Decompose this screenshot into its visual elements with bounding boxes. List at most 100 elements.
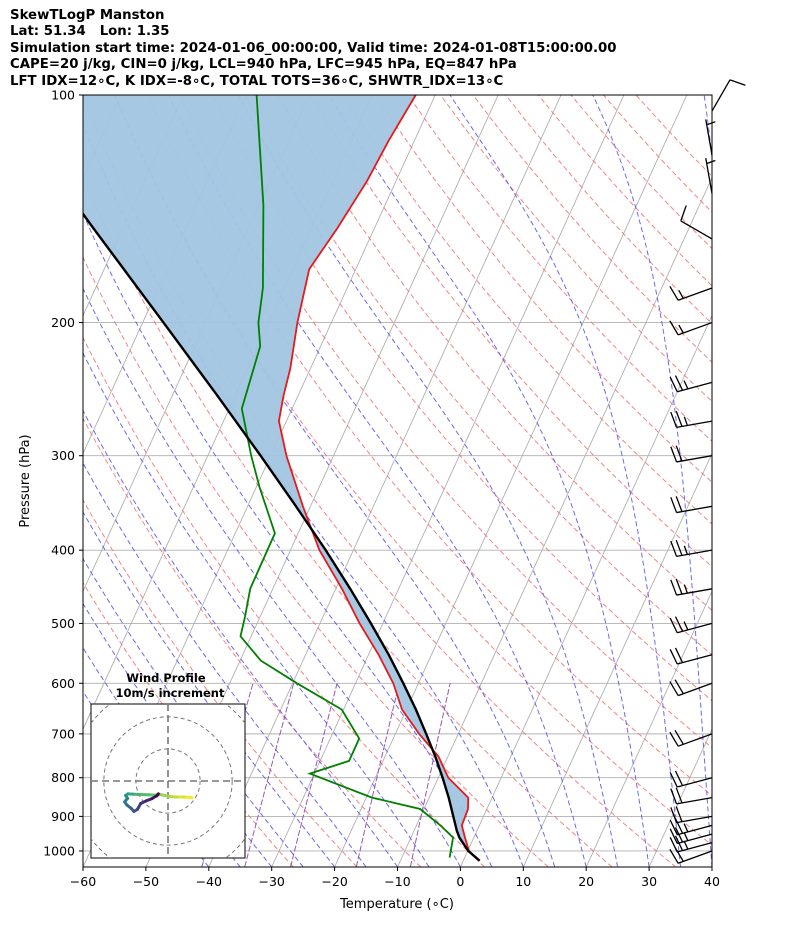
y-tick-label: 500	[51, 616, 75, 631]
mixing-ratio-line	[409, 683, 451, 867]
profile-lines	[83, 95, 481, 862]
y-tick-label: 300	[51, 448, 75, 463]
isotherm-line	[522, 452, 712, 867]
moist-adiabat-line	[114, 95, 556, 867]
y-tick-label: 800	[51, 770, 75, 785]
wind-barb	[669, 647, 713, 665]
wind-barb	[669, 729, 713, 747]
chart-title: SkewTLogP Manston	[10, 8, 165, 23]
x-tick-label: 0	[456, 874, 464, 889]
wind-barb	[670, 806, 713, 824]
wind-barb	[669, 375, 713, 393]
wind-barb	[670, 787, 713, 805]
mixing-ratio-line	[244, 683, 295, 867]
x-tick-label: 10	[515, 874, 531, 889]
x-tick-label: −40	[196, 874, 222, 889]
moist-adiabat-line	[328, 95, 650, 867]
y-tick-label: 400	[51, 543, 75, 558]
hodograph-subtitle: 10m/s increment	[116, 686, 225, 700]
dry-adiabat-line	[83, 498, 358, 867]
x-tick-label: −50	[133, 874, 159, 889]
dry-adiabat-line	[505, 95, 712, 325]
y-tick-label: 100	[51, 88, 75, 103]
isotherm-line	[648, 728, 712, 867]
dry-adiabat-line	[114, 95, 712, 846]
moist-adiabat-line	[237, 95, 619, 867]
temperature-line	[277, 95, 481, 862]
cape-line: CAPE=20 j/kg, CIN=0 j/kg, LCL=940 hPa, L…	[10, 57, 517, 73]
dry-adiabat-line	[83, 95, 677, 867]
wind-barb	[669, 616, 713, 634]
dry-adiabat-line	[309, 95, 712, 568]
dry-adiabat-line	[83, 256, 549, 867]
dry-adiabat-line	[83, 336, 485, 867]
y-tick-label: 900	[51, 809, 75, 824]
wind-barb	[669, 835, 713, 853]
cape-shading	[83, 95, 480, 861]
wind-barb	[670, 496, 713, 514]
hodograph-title: Wind Profile	[126, 671, 206, 685]
dry-adiabat-line	[342, 95, 712, 525]
dry-adiabat-line	[374, 95, 712, 483]
dry-adiabat-line	[244, 95, 712, 656]
isotherm-line	[397, 176, 712, 867]
chart-header: SkewTLogP Manston Lat: 51.34 Lon: 1.35 S…	[10, 8, 617, 90]
mixing-ratio-line	[290, 683, 338, 867]
hodograph-segment	[155, 792, 160, 798]
y-tick-label: 1000	[43, 843, 75, 858]
y-axis-label: Pressure (hPa)	[18, 434, 33, 527]
moist-adiabat-line	[83, 352, 430, 867]
wind-barb	[670, 578, 713, 596]
dry-adiabat-line	[603, 95, 712, 213]
wind-barb	[670, 445, 713, 463]
dewpoint-line	[239, 95, 455, 858]
moist-adiabat-line	[83, 557, 304, 867]
dry-adiabat-line	[635, 95, 712, 177]
wind-barb	[670, 539, 713, 558]
isotherm-line	[585, 590, 712, 867]
parcel-line	[83, 211, 481, 862]
isotherm-line	[459, 314, 712, 867]
wind-barb	[669, 320, 713, 336]
x-tick-label: 40	[704, 874, 720, 889]
y-axis-ticks: 100 200 300 400 500 600 700 800 900 1000	[43, 88, 83, 858]
wind-barb	[669, 827, 713, 845]
dry-adiabat-line	[83, 417, 422, 867]
dry-adiabat-line	[537, 95, 712, 287]
dry-adiabat-line	[212, 95, 712, 702]
x-axis-ticks: −60 −50 −40 −30 −20 −10 0 10 20 30 40	[70, 867, 720, 889]
wind-barb	[669, 285, 713, 301]
hodograph: Wind Profile 10m/s increment	[90, 671, 246, 859]
wind-barb	[670, 410, 713, 428]
x-tick-label: −30	[259, 874, 285, 889]
wind-barb	[669, 818, 713, 836]
wind-barb	[705, 119, 716, 155]
wind-barb	[705, 157, 716, 194]
y-tick-label: 200	[51, 315, 75, 330]
moist-adiabat-line	[83, 462, 367, 867]
time-line: Simulation start time: 2024-01-06_00:00:…	[10, 40, 617, 56]
moist-adiabat-line	[83, 511, 335, 867]
wind-barbs	[669, 79, 746, 864]
dry-adiabat-line	[440, 95, 712, 402]
dry-adiabat-line	[83, 581, 294, 867]
dry-adiabat-line	[83, 176, 613, 867]
plot-area	[83, 95, 794, 867]
dry-adiabat-line	[179, 95, 712, 749]
moist-adiabat-line	[449, 95, 681, 867]
location-line: Lat: 51.34 Lon: 1.35	[10, 24, 170, 40]
dry-adiabat-line	[277, 95, 712, 611]
moist-adiabat-line	[592, 95, 712, 867]
moist-adiabat-line	[771, 95, 777, 867]
mixing-ratio-line	[355, 683, 400, 867]
moist-adiabat-line	[83, 409, 398, 867]
isotherm-line	[775, 95, 794, 867]
isotherm-line	[271, 95, 625, 867]
wind-barb	[680, 205, 713, 240]
y-tick-label: 600	[51, 676, 75, 691]
x-tick-label: −60	[70, 874, 96, 889]
wind-barb	[711, 79, 746, 112]
cape-area	[83, 95, 480, 861]
wind-barb	[669, 770, 713, 788]
isotherm-line	[711, 865, 712, 867]
